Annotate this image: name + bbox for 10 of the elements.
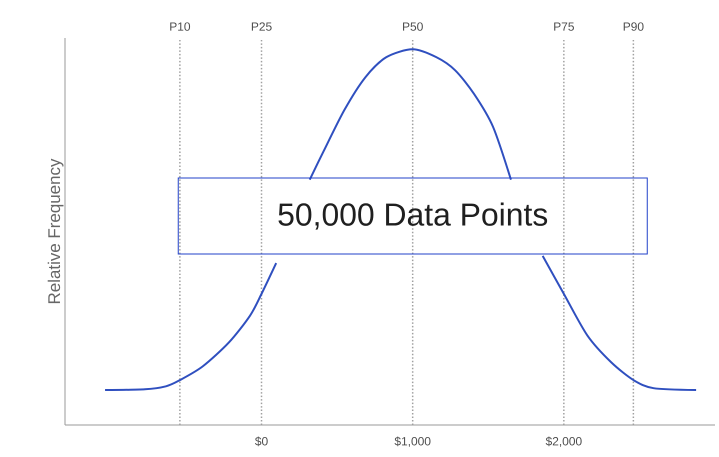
ref-line-label: P50 [403, 22, 423, 31]
annotation: 50,000 Data Points [278, 202, 548, 230]
ref-line-label: P75 [554, 22, 574, 31]
y-axis-title: Relative Frequency [48, 158, 64, 304]
ref-line-label: P25 [252, 22, 272, 31]
ref-line-label: P10 [170, 22, 190, 31]
x-tick-label: $2,000 [546, 436, 582, 447]
x-tick-label: $1,000 [394, 436, 430, 447]
ref-line-label: P90 [624, 22, 644, 31]
x-tick-label: $0 [254, 436, 268, 446]
